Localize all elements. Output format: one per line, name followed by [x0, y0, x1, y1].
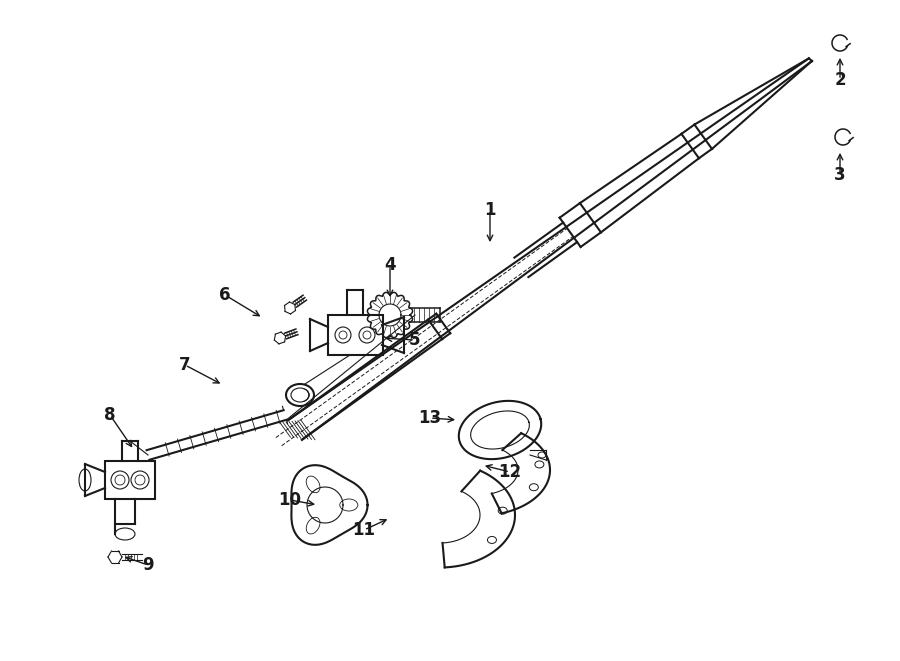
Text: 3: 3: [834, 166, 846, 184]
Bar: [105, 461, 155, 499]
Text: 7: 7: [179, 356, 191, 374]
Text: 10: 10: [278, 491, 302, 509]
Text: 1: 1: [484, 201, 496, 219]
Text: 2: 2: [834, 71, 846, 89]
Bar: [328, 315, 383, 355]
Text: 4: 4: [384, 256, 396, 274]
Text: 6: 6: [220, 286, 230, 304]
Text: 13: 13: [418, 409, 442, 427]
Text: 8: 8: [104, 406, 116, 424]
Text: 9: 9: [142, 556, 154, 574]
Text: 5: 5: [410, 331, 421, 349]
Text: 11: 11: [353, 521, 375, 539]
Text: 12: 12: [499, 463, 522, 481]
